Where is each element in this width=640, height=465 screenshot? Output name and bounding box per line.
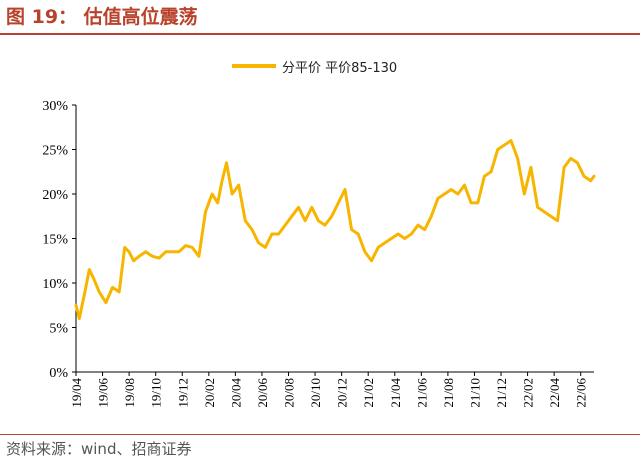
y-tick-label: 5%: [49, 322, 68, 337]
x-tick-label: 21/06: [414, 378, 429, 408]
legend-swatch: [232, 64, 276, 68]
x-tick-label: 19/06: [96, 378, 111, 408]
figure-title: 图 19： 估值高位震荡: [6, 6, 198, 28]
legend-label: 分平价 平价85-130: [282, 60, 398, 76]
x-tick-label: 21/10: [467, 378, 482, 408]
x-tick-label: 19/04: [69, 378, 84, 408]
x-tick-label: 22/04: [547, 378, 562, 408]
x-tick-label: 20/10: [308, 378, 323, 408]
x-tick-label: 22/06: [574, 378, 589, 408]
series-line: [74, 139, 596, 321]
x-tick-label: 21/02: [361, 378, 376, 408]
source-note: 资料来源：wind、招商证券: [6, 440, 192, 458]
x-tick-label: 20/12: [335, 378, 350, 408]
x-tick-label: 21/08: [441, 378, 456, 408]
x-tick-label: 19/12: [175, 378, 190, 408]
x-tick-label: 20/02: [202, 378, 217, 408]
y-tick-label: 15%: [42, 233, 68, 248]
x-tick-label: 20/04: [228, 378, 243, 408]
title-rule: [0, 33, 640, 35]
source-rule: [0, 434, 640, 435]
x-tick-label: 22/02: [521, 378, 536, 408]
x-tick-label: 19/08: [122, 378, 137, 408]
x-tick-label: 21/12: [494, 378, 509, 408]
chart-legend: 分平价 平价85-130: [232, 56, 397, 76]
y-tick-label: 10%: [42, 277, 68, 292]
x-tick-label: 21/04: [388, 378, 403, 408]
y-tick-label: 30%: [42, 99, 68, 114]
x-tick-label: 20/06: [255, 378, 270, 408]
y-tick-label: 20%: [42, 188, 68, 203]
y-tick-label: 0%: [49, 366, 68, 381]
y-tick-label: 25%: [42, 144, 68, 159]
x-tick-label: 20/08: [282, 378, 297, 408]
x-tick-label: 19/10: [149, 378, 164, 408]
